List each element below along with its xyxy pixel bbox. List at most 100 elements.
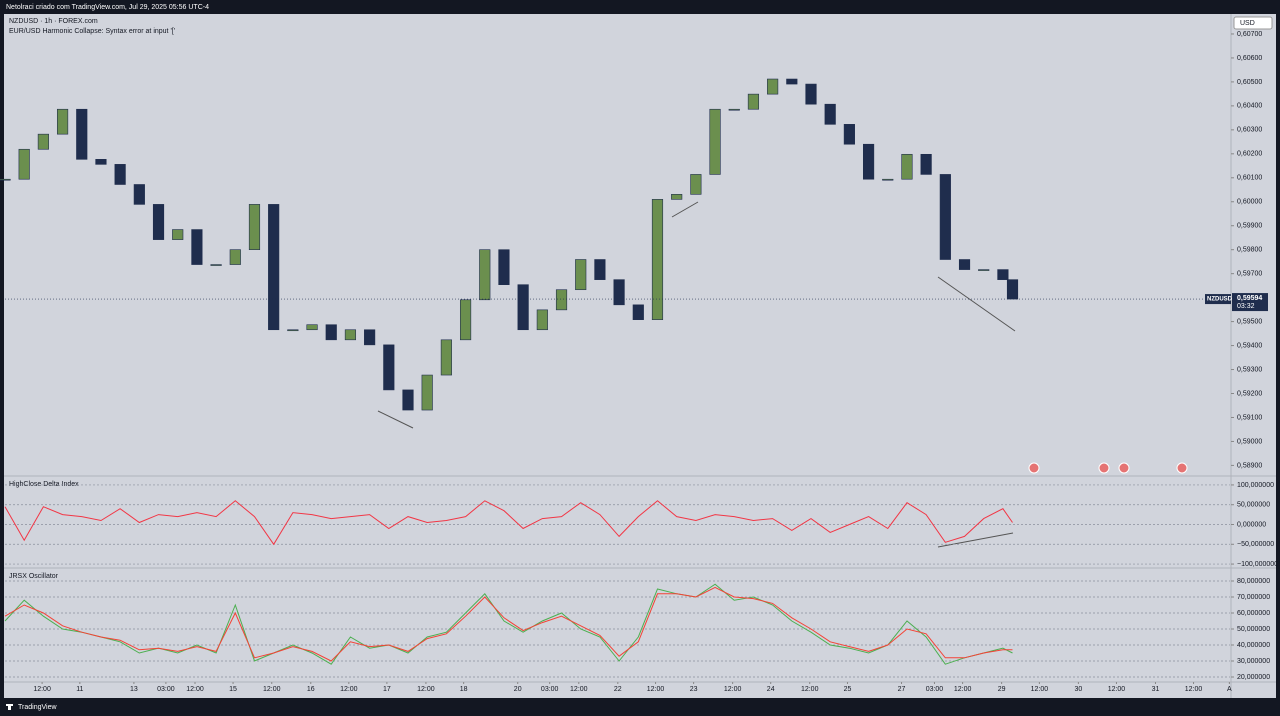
y-tick-label: 40,000000 (1237, 642, 1270, 649)
candle (479, 249, 491, 301)
candle (383, 344, 395, 391)
y-tick-label: 60,000000 (1237, 610, 1270, 617)
event-icon[interactable] (1176, 462, 1188, 474)
y-tick-label: 0,59900 (1237, 223, 1262, 230)
candle (325, 324, 337, 341)
symbol-label: NZDUSD (1207, 297, 1233, 303)
candle (364, 329, 376, 346)
y-tick-label: 0,000000 (1237, 521, 1266, 528)
series-line (4, 583, 1013, 665)
candle (1006, 279, 1019, 300)
candle (978, 269, 990, 271)
candle (56, 108, 69, 135)
y-tick-label: 0,60300 (1237, 127, 1262, 134)
x-tick-label: 15 (229, 686, 237, 693)
candle (843, 124, 855, 145)
candle (882, 178, 894, 181)
candle (306, 324, 318, 331)
candle (862, 143, 875, 180)
x-tick-label: A (1227, 686, 1232, 693)
x-tick-label: 13 (130, 686, 138, 693)
x-tick-label: 31 (1152, 686, 1160, 693)
candle (613, 279, 625, 306)
event-icons (1028, 462, 1188, 474)
x-tick-label: 24 (767, 686, 775, 693)
candle (575, 259, 587, 291)
y-tick-label: −100,000000 (1237, 561, 1278, 568)
candle (747, 93, 760, 110)
y-tick-label: 50,000000 (1237, 502, 1270, 509)
candle (459, 299, 472, 341)
x-tick-label: 22 (614, 686, 622, 693)
x-tick-label: 12:00 (263, 686, 281, 693)
candle (95, 159, 107, 165)
x-tick-label: 25 (844, 686, 852, 693)
x-tick-label: 23 (690, 686, 698, 693)
trend-line (937, 532, 1014, 548)
candle (440, 339, 452, 376)
trend-line (377, 410, 414, 429)
candle (671, 194, 683, 200)
pane-title: HighClose Delta Index (9, 481, 79, 488)
candle (114, 164, 126, 185)
event-icon[interactable] (1118, 462, 1130, 474)
candle (709, 108, 721, 175)
candle (229, 249, 241, 265)
drawings (377, 201, 1016, 548)
y-tick-label: 0,59700 (1237, 271, 1262, 278)
x-tick-label: 18 (460, 686, 468, 693)
y-tick-label: 0,60000 (1237, 199, 1262, 206)
error-line: EUR/USD Harmonic Collapse: Syntax error … (9, 28, 175, 35)
x-tick-label: 03:00 (926, 686, 944, 693)
event-icon[interactable] (1028, 462, 1040, 474)
candle (517, 284, 529, 331)
candle (191, 229, 203, 265)
y-tick-label: 0,59500 (1237, 318, 1262, 325)
candle (805, 83, 817, 105)
candle (76, 108, 88, 160)
y-tick-label: 0,60200 (1237, 151, 1262, 158)
series-line (4, 500, 1013, 546)
price-badge (1232, 293, 1268, 312)
x-tick-label: 12:00 (724, 686, 742, 693)
x-tick-label: 03:00 (157, 686, 175, 693)
y-tick-label: 0,58900 (1237, 462, 1262, 469)
y-tick-label: 80,000000 (1237, 578, 1270, 585)
brand: TradingView (18, 704, 57, 711)
x-tick-label: 12:00 (1108, 686, 1126, 693)
x-tick-label: 12:00 (801, 686, 819, 693)
symbol-line: NZDUSD · 1h · FOREX.com (9, 18, 98, 25)
y-tick-label: 0,60400 (1237, 103, 1262, 110)
candle (728, 108, 740, 111)
event-icon[interactable] (1098, 462, 1110, 474)
x-tick-label: 17 (383, 686, 391, 693)
candle (133, 184, 145, 205)
currency[interactable]: USD (1240, 20, 1255, 27)
candle (997, 269, 1009, 280)
trend-line (671, 201, 699, 218)
x-tick-label: 12:00 (954, 686, 972, 693)
y-tick-label: 0,59100 (1237, 414, 1262, 421)
x-tick-label: 03:00 (541, 686, 559, 693)
candle (152, 204, 165, 240)
x-tick-label: 11 (76, 686, 83, 693)
candle (402, 389, 414, 411)
candle (632, 304, 644, 320)
x-tick-label: 12:00 (1031, 686, 1049, 693)
candle (536, 309, 548, 331)
y-tick-label: 0,60500 (1237, 79, 1262, 86)
candle (287, 329, 299, 332)
x-tick-label: 27 (898, 686, 906, 693)
x-tick-label: 12:00 (186, 686, 204, 693)
countdown: 03:32 (1237, 303, 1255, 310)
candle (594, 259, 606, 280)
x-tick-label: 16 (307, 686, 315, 693)
currency-button[interactable] (1233, 16, 1273, 30)
y-tick-label: 0,59800 (1237, 247, 1262, 254)
x-tick-label: 29 (998, 686, 1006, 693)
candle (767, 78, 779, 95)
y-tick-label: 0,59200 (1237, 390, 1262, 397)
y-tick-label: 0,60600 (1237, 55, 1262, 62)
